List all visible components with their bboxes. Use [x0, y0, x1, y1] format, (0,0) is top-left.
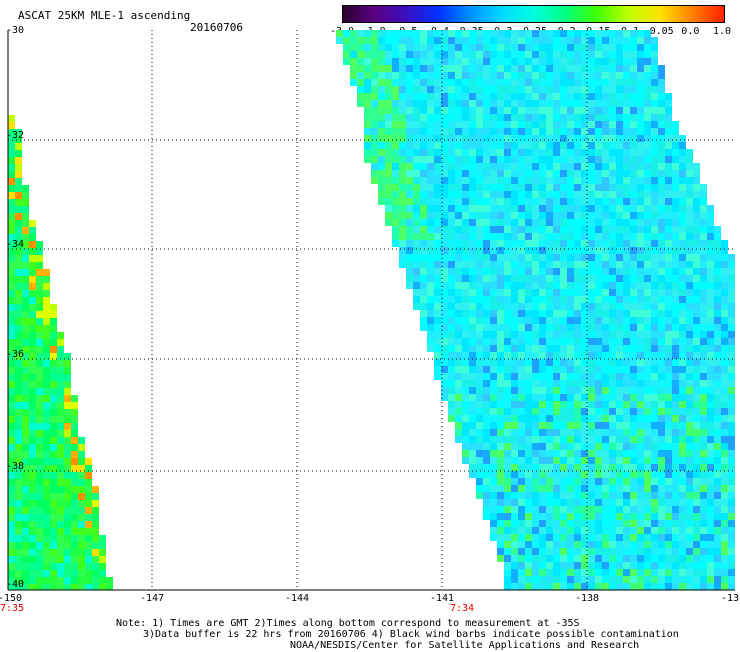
- note-line-3: NOAA/NESDIS/Center for Satellite Applica…: [290, 640, 640, 651]
- x-tick-label: -150: [0, 593, 23, 604]
- colorbar-label: 0.0: [681, 26, 700, 37]
- x-tick-label: -144: [284, 593, 310, 604]
- map-date: 20160706: [190, 21, 243, 34]
- swath-layer: [8, 30, 735, 590]
- colorbar-label: 1.0: [712, 26, 732, 37]
- y-tick-label: -36: [6, 349, 25, 360]
- grid-lines: [8, 30, 735, 590]
- x-tick-label: -138: [574, 593, 600, 604]
- x-tick-label: -141: [429, 593, 455, 604]
- note-line-1: Note: 1) Times are GMT 2)Times along bot…: [116, 618, 580, 629]
- y-tick-label: -30: [6, 25, 25, 36]
- y-tick-label: -32: [6, 130, 25, 141]
- colorbar: [342, 5, 725, 23]
- y-tick-label: -34: [6, 239, 25, 250]
- left-swath-time: 7:35: [0, 603, 25, 614]
- note-line-2: 3)Data buffer is 22 hrs from 20160706 4)…: [143, 629, 679, 640]
- x-tick-label: -147: [139, 593, 165, 604]
- y-tick-label: -40: [6, 579, 25, 590]
- map-title: ASCAT 25KM MLE-1 ascending: [18, 9, 191, 22]
- x-tick-label: -13: [720, 593, 740, 604]
- y-tick-label: -38: [6, 461, 25, 472]
- right-swath-time: 7:34: [450, 603, 475, 614]
- colorbar-label: -0.05: [643, 26, 674, 37]
